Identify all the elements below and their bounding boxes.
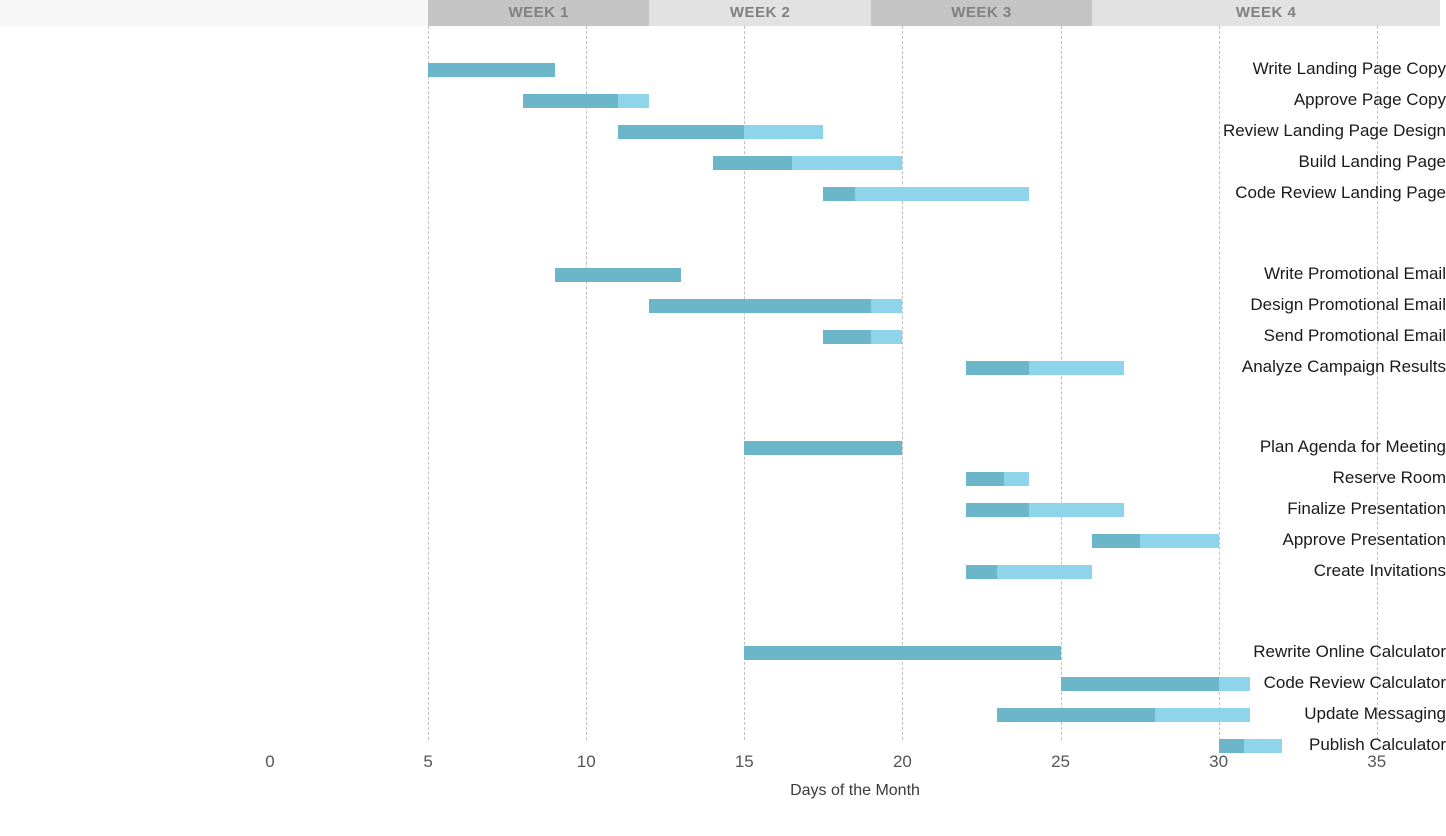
- x-axis-title: Days of the Month: [270, 782, 1440, 800]
- week-header-label: WEEK 4: [1236, 4, 1297, 21]
- task-bar-segment: [966, 565, 998, 579]
- task-bar: [0, 361, 1446, 375]
- week-header-pre: [0, 0, 428, 26]
- task-bar-segment: [823, 330, 870, 344]
- week-header-label: WEEK 1: [509, 4, 570, 21]
- task-bar-segment: [744, 125, 823, 139]
- task-bar: [0, 299, 1446, 313]
- week-header-label: WEEK 3: [951, 4, 1012, 21]
- task-bar-segment: [966, 503, 1029, 517]
- task-bar: [0, 739, 1446, 753]
- task-bar: [0, 677, 1446, 691]
- task-bar-segment: [1029, 503, 1124, 517]
- week-header: WEEK 4: [1092, 0, 1440, 26]
- task-bar-segment: [1029, 361, 1124, 375]
- task-bar-segment: [1244, 739, 1282, 753]
- task-bar: [0, 330, 1446, 344]
- task-bar-segment: [1219, 739, 1244, 753]
- task-bar: [0, 94, 1446, 108]
- week-header-label: WEEK 2: [730, 4, 791, 21]
- task-bar: [0, 708, 1446, 722]
- x-tick-label: 5: [423, 752, 432, 772]
- task-bar: [0, 268, 1446, 282]
- task-bar: [0, 534, 1446, 548]
- task-bar: [0, 63, 1446, 77]
- task-bar-segment: [618, 125, 744, 139]
- task-bar-segment: [1092, 534, 1139, 548]
- week-header: WEEK 1: [428, 0, 649, 26]
- task-bar-segment: [966, 472, 1004, 486]
- task-bar-segment: [997, 565, 1092, 579]
- week-header: WEEK 3: [871, 0, 1092, 26]
- task-bar-segment: [1155, 708, 1250, 722]
- task-bar-segment: [1061, 677, 1219, 691]
- task-bar: [0, 441, 1446, 455]
- x-tick-label: 30: [1209, 752, 1228, 772]
- task-bar-segment: [744, 646, 1060, 660]
- x-tick-label: 35: [1367, 752, 1386, 772]
- x-tick-label: 20: [893, 752, 912, 772]
- task-bar-segment: [871, 299, 903, 313]
- task-bar-segment: [523, 94, 618, 108]
- task-bar: [0, 187, 1446, 201]
- task-bar-segment: [744, 441, 902, 455]
- task-bar-segment: [1219, 677, 1251, 691]
- task-bar-segment: [618, 94, 650, 108]
- task-bar: [0, 646, 1446, 660]
- task-bar-segment: [428, 63, 554, 77]
- task-bar-segment: [555, 268, 681, 282]
- task-bar: [0, 565, 1446, 579]
- week-header: WEEK 2: [649, 0, 870, 26]
- task-bar-segment: [713, 156, 792, 170]
- task-bar: [0, 156, 1446, 170]
- task-bar-segment: [997, 708, 1155, 722]
- task-bar-segment: [649, 299, 870, 313]
- task-bar: [0, 125, 1446, 139]
- x-tick-label: 10: [577, 752, 596, 772]
- task-bar: [0, 472, 1446, 486]
- task-bar: [0, 503, 1446, 517]
- task-bar-segment: [855, 187, 1029, 201]
- task-bar-segment: [823, 187, 855, 201]
- task-bar-segment: [792, 156, 903, 170]
- task-bar-segment: [1004, 472, 1029, 486]
- task-bar-segment: [1140, 534, 1219, 548]
- task-bar-segment: [966, 361, 1029, 375]
- x-tick-label: 15: [735, 752, 754, 772]
- x-tick-label: 25: [1051, 752, 1070, 772]
- x-tick-label: 0: [265, 752, 274, 772]
- gantt-chart: WEEK 1WEEK 2WEEK 3WEEK 4Write Landing Pa…: [0, 0, 1446, 836]
- task-bar-segment: [871, 330, 903, 344]
